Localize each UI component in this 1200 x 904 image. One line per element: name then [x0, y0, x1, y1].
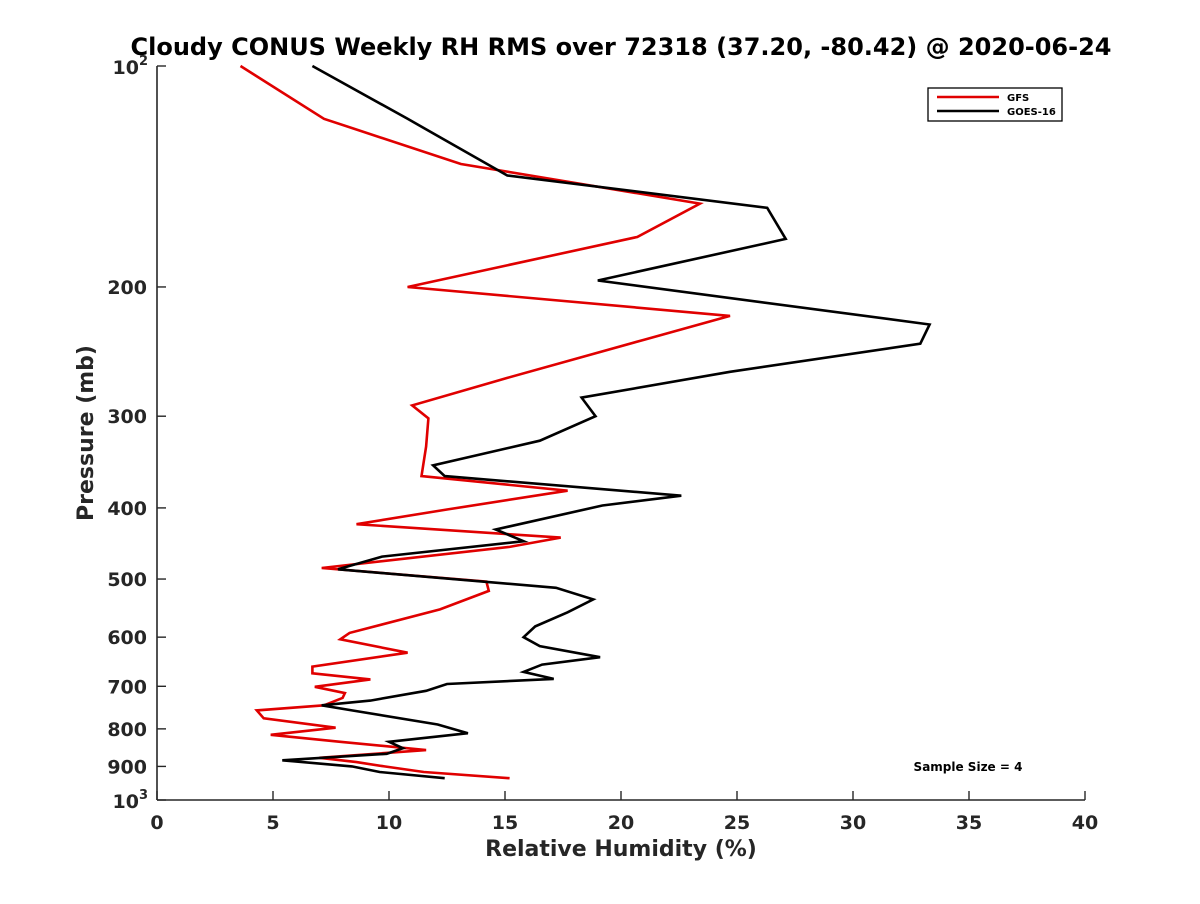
- x-tick-label: 15: [492, 812, 518, 834]
- x-tick-label: 20: [608, 812, 634, 834]
- x-tick-label: 40: [1072, 812, 1098, 834]
- y-tick-label: 400: [107, 498, 147, 520]
- y-axis-label: Pressure (mb): [74, 345, 99, 521]
- legend-label-gfs: GFS: [1007, 93, 1029, 104]
- legend-box: [927, 87, 1063, 122]
- y-tick-label: 700: [107, 676, 147, 698]
- y-tick-label: 300: [107, 406, 147, 428]
- x-tick-label: 25: [724, 812, 750, 834]
- y-axis: 102 200 300 400 500 600 700 800 900 103: [107, 54, 166, 813]
- y-tick-exponent: 2: [139, 54, 148, 69]
- y-tick-label: 600: [107, 627, 147, 649]
- y-tick-exponent: 3: [139, 788, 148, 803]
- y-tick-label: 800: [107, 719, 147, 741]
- y-tick-label: 500: [107, 569, 147, 591]
- series-line-gfs: [239, 64, 731, 780]
- y-tick-label: 103: [113, 788, 149, 813]
- x-tick-label: 10: [376, 812, 402, 834]
- legend: GFS GOES-16: [927, 87, 1063, 122]
- y-tick-label: 200: [107, 277, 147, 299]
- x-tick-label: 30: [840, 812, 866, 834]
- sample-size-annotation: Sample Size = 4: [914, 760, 1023, 774]
- chart-title: Cloudy CONUS Weekly RH RMS over 72318 (3…: [131, 33, 1112, 61]
- x-tick-label: 0: [150, 812, 163, 834]
- plot-area: [156, 66, 1085, 801]
- legend-label-goes-16: GOES-16: [1007, 107, 1056, 118]
- x-tick-label: 35: [956, 812, 982, 834]
- y-tick-label: 102: [113, 54, 149, 79]
- x-axis: 0 5 10 15 20 25 30 35 40: [150, 791, 1098, 834]
- x-tick-label: 5: [266, 812, 279, 834]
- y-tick-label: 900: [107, 756, 147, 778]
- series-line-goes-16: [282, 64, 932, 780]
- series-layer: [239, 64, 932, 780]
- x-axis-label: Relative Humidity (%): [485, 837, 757, 862]
